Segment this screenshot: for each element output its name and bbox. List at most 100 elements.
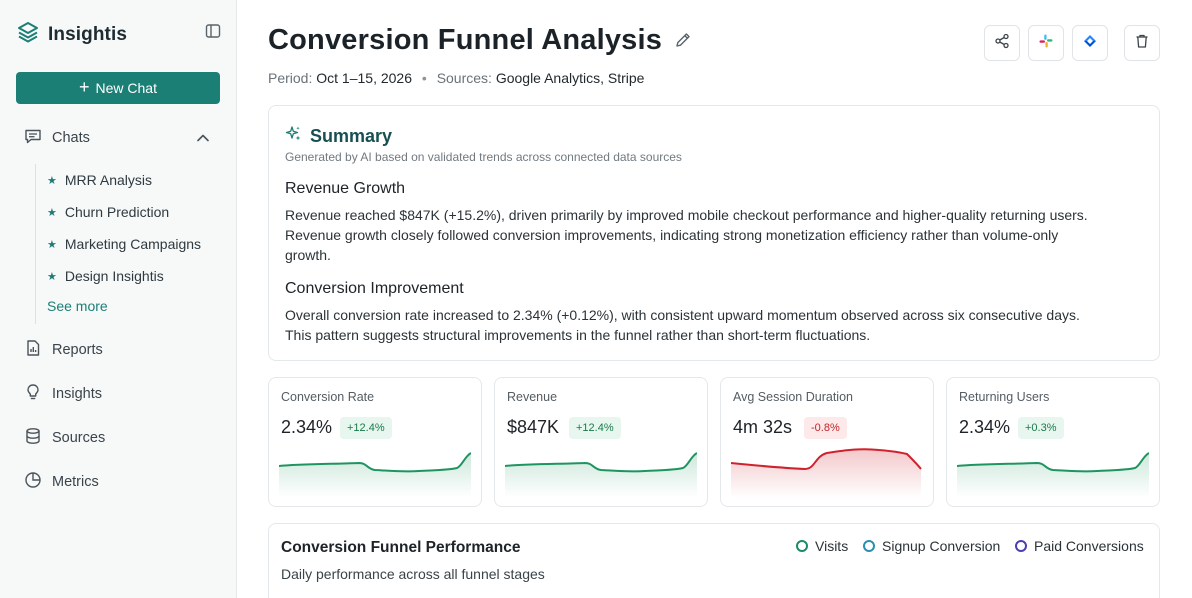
star-icon: ★ bbox=[47, 174, 57, 187]
paragraph-line: growth. bbox=[285, 247, 331, 263]
page-meta: Period: Oct 1–15, 2026 • Sources: Google… bbox=[268, 70, 644, 86]
legend-item-paid[interactable]: Paid Conversions bbox=[1015, 538, 1144, 554]
chat-item-label: Marketing Campaigns bbox=[64, 236, 202, 252]
sparkles-icon bbox=[285, 125, 302, 147]
summary-title: Summary bbox=[310, 125, 393, 146]
funnel-title: Conversion Funnel Performance bbox=[281, 539, 521, 556]
kpi-label: Revenue bbox=[507, 390, 558, 404]
sidebar: Insightis + New Chat Chats ★ MRR Analysi… bbox=[0, 0, 237, 598]
kpi-change-badge: +0.3% bbox=[1018, 417, 1064, 439]
chat-item-label: MRR Analysis bbox=[64, 172, 153, 188]
legend-item-signup[interactable]: Signup Conversion bbox=[863, 538, 1000, 554]
sidebar-item-label: Insights bbox=[52, 386, 102, 402]
share-icon bbox=[994, 33, 1010, 54]
chat-item[interactable]: ★ MRR Analysis bbox=[47, 170, 152, 190]
summary-card: Summary Generated by AI based on validat… bbox=[268, 105, 1160, 361]
pie-chart-icon bbox=[24, 471, 42, 493]
chat-item[interactable]: ★ Design Insightis bbox=[47, 266, 164, 286]
sidebar-item-sources[interactable]: Sources bbox=[24, 424, 220, 452]
kpi-card[interactable]: Avg Session Duration 4m 32s -0.8% bbox=[720, 377, 934, 507]
kpi-change-badge: +12.4% bbox=[569, 417, 621, 439]
kpi-card[interactable]: Revenue $847K +12.4% bbox=[494, 377, 708, 507]
sources-value: Google Analytics, Stripe bbox=[495, 70, 645, 86]
legend-label: Signup Conversion bbox=[882, 538, 1001, 554]
chat-item-label: Design Insightis bbox=[64, 268, 164, 284]
jira-button[interactable] bbox=[1072, 25, 1108, 61]
section-paragraph: Overall conversion rate increased to 2.3… bbox=[285, 305, 1145, 345]
section-paragraph: Revenue reached $847K (+15.2%), driven p… bbox=[285, 205, 1145, 265]
sidebar-item-insights[interactable]: Insights bbox=[24, 380, 220, 408]
star-icon: ★ bbox=[47, 270, 57, 283]
kpi-label: Avg Session Duration bbox=[733, 390, 853, 404]
new-chat-button[interactable]: + New Chat bbox=[16, 72, 220, 104]
sidebar-item-label: Sources bbox=[52, 430, 106, 446]
legend-label: Paid Conversions bbox=[1034, 538, 1144, 554]
logo-icon bbox=[16, 20, 40, 49]
legend-label: Visits bbox=[815, 538, 849, 554]
see-more-link[interactable]: See more bbox=[47, 298, 108, 314]
kpi-sparkline bbox=[731, 448, 922, 498]
sources-label: Sources: bbox=[436, 70, 492, 86]
funnel-subtitle: Daily performance across all funnel stag… bbox=[281, 566, 545, 582]
jira-icon bbox=[1083, 34, 1097, 53]
chats-section-toggle[interactable]: Chats bbox=[24, 124, 220, 152]
paragraph-line: This pattern suggests structural improve… bbox=[285, 327, 871, 343]
kpi-change-badge: +12.4% bbox=[340, 417, 392, 439]
kpi-label: Conversion Rate bbox=[281, 390, 375, 404]
slack-icon bbox=[1039, 34, 1053, 53]
legend-marker-icon bbox=[1015, 540, 1027, 552]
paragraph-line: Revenue reached $847K (+15.2%), driven p… bbox=[285, 207, 1088, 223]
kpi-card[interactable]: Conversion Rate 2.34% +12.4% bbox=[268, 377, 482, 507]
section-heading: Revenue Growth bbox=[285, 180, 406, 197]
kpi-sparkline bbox=[957, 452, 1149, 498]
kpi-change-badge: -0.8% bbox=[804, 417, 847, 439]
kpi-value: 2.34% bbox=[281, 417, 333, 437]
summary-subtitle: Generated by AI based on validated trend… bbox=[285, 150, 682, 164]
pencil-icon[interactable] bbox=[674, 24, 692, 57]
sidebar-toggle-icon[interactable] bbox=[205, 23, 221, 39]
chat-bubble-icon bbox=[24, 127, 42, 149]
star-icon: ★ bbox=[47, 206, 57, 219]
chat-list: ★ MRR Analysis ★ Churn Prediction ★ Mark… bbox=[35, 164, 215, 324]
sidebar-item-label: Reports bbox=[52, 342, 103, 358]
kpi-card[interactable]: Returning Users 2.34% +0.3% bbox=[946, 377, 1160, 507]
kpi-value: $847K bbox=[507, 417, 560, 437]
share-button[interactable] bbox=[984, 25, 1020, 61]
kpi-value: 4m 32s bbox=[733, 417, 793, 437]
kpi-sparkline bbox=[279, 452, 471, 498]
kpi-value: 2.34% bbox=[959, 417, 1011, 437]
funnel-card: Conversion Funnel Performance Daily perf… bbox=[268, 523, 1160, 598]
chat-item-label: Churn Prediction bbox=[64, 204, 170, 220]
star-icon: ★ bbox=[47, 238, 57, 251]
page-title: Conversion Funnel Analysis bbox=[268, 24, 663, 56]
trash-icon bbox=[1134, 33, 1150, 54]
sidebar-item-reports[interactable]: Reports bbox=[24, 336, 220, 364]
new-chat-label: New Chat bbox=[95, 80, 157, 96]
reports-icon bbox=[24, 339, 42, 361]
chat-item[interactable]: ★ Churn Prediction bbox=[47, 202, 169, 222]
paragraph-line: Overall conversion rate increased to 2.3… bbox=[285, 307, 1080, 323]
legend-marker-icon bbox=[863, 540, 875, 552]
database-icon bbox=[24, 427, 42, 449]
sidebar-item-label: Metrics bbox=[52, 474, 99, 490]
slack-button[interactable] bbox=[1028, 25, 1064, 61]
page-title-row: Conversion Funnel Analysis bbox=[268, 24, 692, 57]
sidebar-item-metrics[interactable]: Metrics bbox=[24, 468, 220, 496]
period-label: Period: bbox=[268, 70, 313, 86]
summary-header: Summary bbox=[285, 125, 392, 147]
app-name: Insightis bbox=[48, 23, 128, 45]
period-value: Oct 1–15, 2026 bbox=[316, 70, 412, 86]
kpi-label: Returning Users bbox=[959, 390, 1050, 404]
chevron-up-icon[interactable] bbox=[196, 131, 210, 149]
chats-label: Chats bbox=[52, 130, 90, 146]
separator-dot: • bbox=[421, 70, 427, 86]
paragraph-line: Revenue growth closely followed conversi… bbox=[285, 227, 1059, 243]
chat-item[interactable]: ★ Marketing Campaigns bbox=[47, 234, 201, 254]
delete-button[interactable] bbox=[1124, 25, 1160, 61]
legend-marker-icon bbox=[796, 540, 808, 552]
section-heading: Conversion Improvement bbox=[285, 280, 464, 297]
lightbulb-icon bbox=[24, 383, 42, 405]
legend-item-visits[interactable]: Visits bbox=[796, 538, 848, 554]
plus-icon: + bbox=[79, 77, 90, 97]
brand[interactable]: Insightis bbox=[16, 20, 127, 49]
